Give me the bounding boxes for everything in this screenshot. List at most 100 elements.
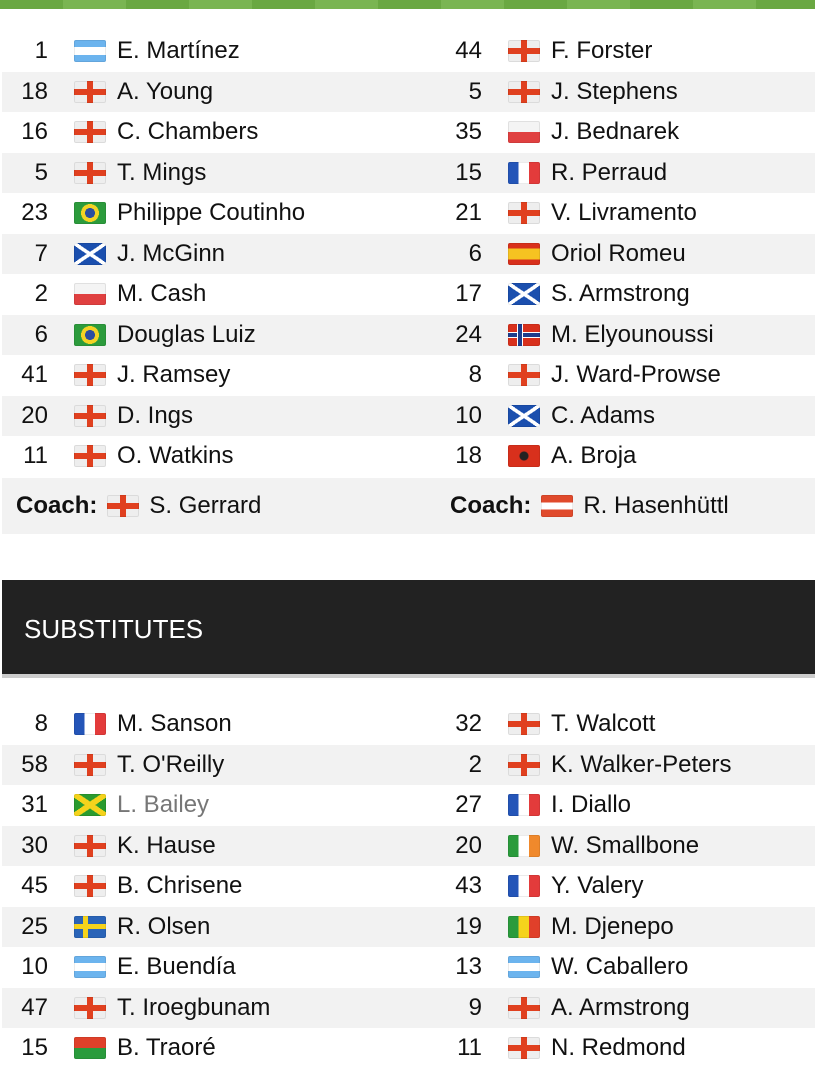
argentina-flag-icon	[74, 956, 106, 978]
poland-flag-icon	[74, 283, 106, 305]
player-name[interactable]: M. Cash	[117, 280, 207, 307]
home-player[interactable]: 16 C. Chambers	[2, 112, 436, 153]
player-name[interactable]: A. Young	[117, 77, 214, 105]
player-name[interactable]: J. McGinn	[117, 239, 226, 267]
away-player[interactable]: 2 K. Walker-Peters	[436, 745, 815, 786]
home-player[interactable]: 5 T. Mings	[2, 153, 436, 194]
player-name[interactable]: C. Chambers	[117, 118, 259, 145]
away-player[interactable]: 20 W. Smallbone	[436, 826, 815, 867]
home-player[interactable]: 1 E. Martínez	[2, 31, 436, 72]
home-player[interactable]: 11 O. Watkins	[2, 436, 436, 477]
player-name[interactable]: M. Djenepo	[551, 912, 674, 940]
home-player[interactable]: 8 M. Sanson	[2, 704, 436, 745]
player-name[interactable]: E. Martínez	[117, 37, 240, 64]
player-name[interactable]: Y. Valery	[551, 872, 644, 899]
away-player[interactable]: 24 M. Elyounoussi	[436, 315, 815, 356]
player-row: 5 T. Mings 15 R. Perraud	[2, 152, 815, 194]
away-player[interactable]: 35 J. Bednarek	[436, 112, 815, 153]
player-name[interactable]: T. O'Reilly	[117, 750, 225, 778]
player-name[interactable]: Philippe Coutinho	[117, 199, 306, 226]
player-name[interactable]: Oriol Romeu	[551, 239, 686, 267]
player-name[interactable]: O. Watkins	[117, 442, 234, 469]
home-player[interactable]: 10 E. Buendía	[2, 947, 436, 988]
home-player[interactable]: 41 J. Ramsey	[2, 355, 436, 396]
player-name[interactable]: T. Iroegbunam	[117, 993, 271, 1021]
player-name[interactable]: K. Walker-Peters	[551, 750, 732, 778]
substitutes-table: 8 M. Sanson 32 T. Walcott 58 T. O'Reilly 2 K. W…	[2, 704, 815, 1069]
home-player[interactable]: 18 A. Young	[2, 72, 436, 113]
starting-lineups-table: 1 E. Martínez 44 F. Forster 18 A. Young 5 J. St…	[2, 31, 815, 477]
player-name[interactable]: B. Traoré	[117, 1034, 216, 1061]
player-name[interactable]: A. Armstrong	[551, 993, 690, 1021]
player-name[interactable]: T. Walcott	[551, 710, 656, 737]
player-name[interactable]: V. Livramento	[551, 199, 697, 226]
player-name[interactable]: R. Olsen	[117, 912, 211, 940]
coach-name[interactable]: R. Hasenhüttl	[583, 492, 729, 519]
player-name[interactable]: W. Caballero	[551, 953, 689, 980]
away-player[interactable]: 8 J. Ward-Prowse	[436, 355, 815, 396]
home-player[interactable]: 47 T. Iroegbunam	[2, 988, 436, 1029]
player-name[interactable]: Douglas Luiz	[117, 320, 256, 348]
home-player[interactable]: 7 J. McGinn	[2, 234, 436, 275]
home-player[interactable]: 15 B. Traoré	[2, 1028, 436, 1069]
player-name[interactable]: S. Armstrong	[551, 280, 690, 307]
away-player[interactable]: 32 T. Walcott	[436, 704, 815, 745]
away-player[interactable]: 13 W. Caballero	[436, 947, 815, 988]
player-name[interactable]: F. Forster	[551, 37, 653, 64]
away-player[interactable]: 5 J. Stephens	[436, 72, 815, 113]
player-name[interactable]: I. Diallo	[551, 791, 632, 818]
home-player[interactable]: 30 K. Hause	[2, 826, 436, 867]
player-name[interactable]: M. Sanson	[117, 710, 232, 737]
shirt-number: 9	[468, 993, 482, 1021]
away-player[interactable]: 11 N. Redmond	[436, 1028, 815, 1069]
away-player[interactable]: 19 M. Djenepo	[436, 907, 815, 948]
albania-flag-icon	[508, 445, 540, 467]
player-name[interactable]: E. Buendía	[117, 953, 236, 980]
player-name[interactable]: J. Stephens	[551, 77, 678, 105]
away-player[interactable]: 6 Oriol Romeu	[436, 234, 815, 275]
shirt-number: 11	[23, 442, 48, 469]
away-player[interactable]: 10 C. Adams	[436, 396, 815, 437]
scotland-flag-icon	[508, 404, 540, 427]
player-name[interactable]: B. Chrisene	[117, 872, 243, 899]
shirt-number: 7	[34, 239, 48, 267]
away-player[interactable]: 21 V. Livramento	[436, 193, 815, 234]
player-name[interactable]: J. Ramsey	[117, 361, 231, 388]
home-player[interactable]: 31 L. Bailey	[2, 785, 436, 826]
player-row: 1 E. Martínez 44 F. Forster	[2, 31, 815, 72]
player-name[interactable]: C. Adams	[551, 401, 656, 429]
player-row: 45 B. Chrisene 43 Y. Valery	[2, 866, 815, 907]
england-flag-icon	[508, 40, 540, 62]
player-name[interactable]: J. Bednarek	[551, 118, 680, 145]
player-name[interactable]: M. Elyounoussi	[551, 320, 714, 348]
home-player[interactable]: 6 Douglas Luiz	[2, 315, 436, 356]
away-player[interactable]: 18 A. Broja	[436, 436, 815, 477]
player-name[interactable]: N. Redmond	[551, 1034, 686, 1061]
player-name[interactable]: D. Ings	[117, 401, 194, 429]
england-flag-icon	[74, 80, 106, 103]
away-player[interactable]: 44 F. Forster	[436, 31, 815, 72]
away-player[interactable]: 9 A. Armstrong	[436, 988, 815, 1029]
player-name[interactable]: L. Bailey	[117, 791, 210, 818]
away-player[interactable]: 43 Y. Valery	[436, 866, 815, 907]
player-name[interactable]: K. Hause	[117, 831, 216, 859]
player-row: 23 Philippe Coutinho 21 V. Livramento	[2, 193, 815, 234]
home-player[interactable]: 23 Philippe Coutinho	[2, 193, 436, 234]
home-player[interactable]: 45 B. Chrisene	[2, 866, 436, 907]
player-name[interactable]: T. Mings	[117, 158, 207, 186]
england-flag-icon	[74, 121, 106, 143]
coach-name[interactable]: S. Gerrard	[149, 492, 262, 519]
player-name[interactable]: W. Smallbone	[551, 831, 700, 859]
home-player[interactable]: 58 T. O'Reilly	[2, 745, 436, 786]
shirt-number: 16	[21, 118, 48, 145]
home-player[interactable]: 2 M. Cash	[2, 274, 436, 315]
player-name[interactable]: A. Broja	[551, 442, 637, 469]
away-player[interactable]: 17 S. Armstrong	[436, 274, 815, 315]
home-player[interactable]: 20 D. Ings	[2, 396, 436, 437]
home-player[interactable]: 25 R. Olsen	[2, 907, 436, 948]
brazil-flag-icon	[74, 202, 106, 224]
away-player[interactable]: 27 I. Diallo	[436, 785, 815, 826]
player-name[interactable]: J. Ward-Prowse	[551, 361, 721, 388]
player-name[interactable]: R. Perraud	[551, 158, 668, 186]
away-player[interactable]: 15 R. Perraud	[436, 153, 815, 194]
